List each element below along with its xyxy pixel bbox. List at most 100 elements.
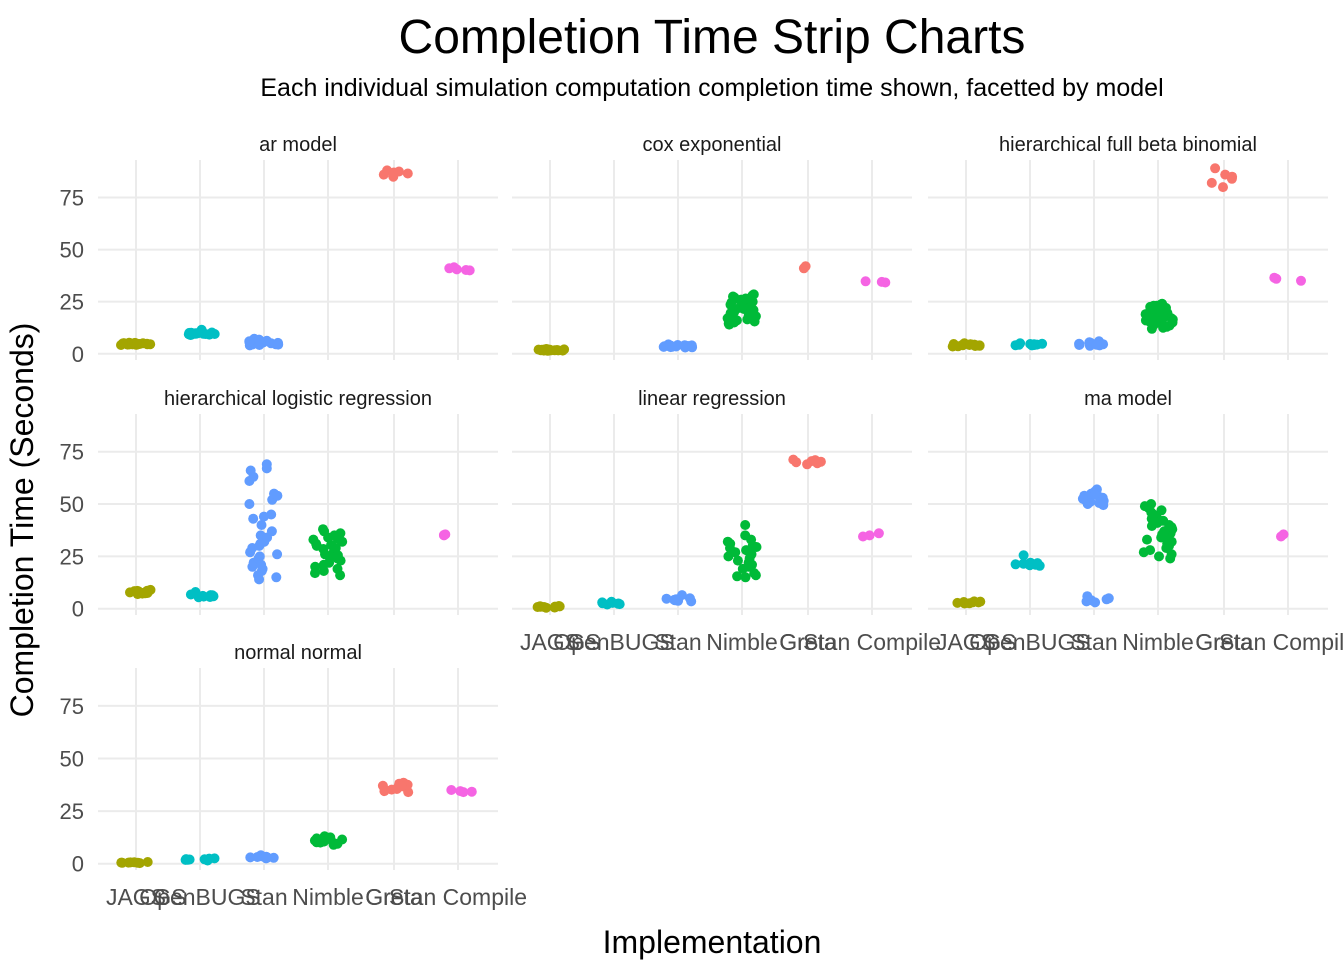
data-point (272, 549, 283, 560)
data-point (1167, 317, 1178, 328)
data-point (245, 465, 256, 476)
data-point (948, 339, 959, 349)
x-axis-title: Implementation (603, 924, 822, 960)
facet-label: linear regression (638, 388, 786, 410)
data-point (199, 854, 210, 865)
y-tick-label: 0 (72, 597, 84, 622)
data-point (1227, 171, 1238, 182)
data-point (965, 339, 976, 350)
x-tick-label: OpenBUGS (139, 884, 260, 910)
data-point (1010, 559, 1021, 570)
facet-panels: ar model 0 25 50 75 cox exponential hierarchic… (60, 134, 1344, 910)
data-point (117, 338, 128, 349)
data-point (332, 550, 343, 561)
data-point (740, 530, 751, 541)
data-point (1074, 338, 1085, 349)
data-point (190, 328, 201, 339)
data-point (328, 838, 339, 849)
data-point (394, 166, 404, 177)
facet-label: ar model (259, 134, 337, 156)
data-point (145, 339, 156, 350)
y-tick-label: 0 (72, 852, 84, 877)
data-point (722, 536, 733, 547)
data-point (743, 546, 754, 557)
data-point (1158, 313, 1168, 324)
y-tick-label: 75 (60, 186, 84, 211)
data-point (261, 851, 272, 862)
data-point (975, 596, 986, 607)
data-point (873, 528, 884, 539)
data-point (308, 534, 319, 545)
data-point (461, 265, 471, 275)
data-point (740, 520, 751, 530)
data-point (1162, 538, 1173, 549)
data-point (402, 168, 413, 179)
data-point (553, 601, 564, 611)
data-point (667, 341, 678, 352)
data-point (200, 329, 211, 339)
facet-label: hierarchical logistic regression (164, 388, 432, 410)
x-tick-label: Nimble (1122, 629, 1194, 655)
facet-panel: hierarchical logistic regression 0 25 50 75 (60, 388, 498, 622)
data-point (245, 852, 256, 863)
data-point (732, 571, 743, 582)
data-point (559, 344, 570, 355)
x-tick-label: Greta (1195, 629, 1253, 655)
data-point (1166, 522, 1177, 533)
data-point (860, 276, 871, 287)
data-point (539, 602, 549, 612)
y-tick-label: 75 (60, 440, 84, 465)
data-point (1101, 594, 1112, 605)
data-point (1098, 500, 1109, 511)
data-point (244, 337, 255, 348)
data-point (378, 169, 389, 180)
y-tick-label: 75 (60, 694, 84, 719)
data-point (185, 589, 196, 600)
x-tick-label: Stan Compile (803, 629, 941, 655)
data-point (1206, 177, 1217, 188)
data-point (788, 454, 799, 465)
facet-label: ma model (1084, 388, 1172, 410)
data-point (740, 293, 751, 304)
data-point (1157, 529, 1168, 540)
data-point (310, 568, 320, 579)
data-point (1032, 558, 1043, 569)
data-point (1148, 300, 1159, 311)
x-tick-label: OpenBUGS (969, 629, 1090, 655)
data-point (1025, 339, 1036, 349)
data-point (438, 530, 449, 540)
x-tick-label: Stan (654, 629, 701, 655)
data-point (129, 586, 140, 597)
facet-panel: cox exponential (512, 134, 912, 360)
data-point (318, 544, 329, 554)
data-point (538, 345, 549, 356)
data-point (613, 598, 623, 609)
data-point (597, 598, 608, 609)
data-point (1091, 339, 1102, 350)
data-point (687, 342, 698, 353)
data-point (1077, 493, 1088, 504)
data-point (332, 563, 343, 574)
data-point (1139, 501, 1150, 512)
data-point (449, 262, 459, 273)
data-point (132, 338, 143, 349)
data-point (386, 784, 397, 795)
data-point (1146, 521, 1157, 531)
x-tick-label: Stan (1070, 629, 1117, 655)
x-tick-label: Nimble (292, 884, 364, 910)
facet-panel: ar model 0 25 50 75 (60, 134, 498, 367)
data-point (815, 456, 826, 467)
x-tick-label: GS (153, 884, 186, 910)
data-point (747, 559, 757, 570)
y-tick-label: 50 (60, 492, 84, 517)
data-point (256, 520, 267, 530)
x-tick-label: JAGS (106, 884, 166, 910)
data-point (318, 524, 328, 535)
data-point (1278, 529, 1289, 540)
data-point (748, 289, 759, 300)
data-point (272, 490, 283, 501)
data-point (1296, 275, 1306, 286)
